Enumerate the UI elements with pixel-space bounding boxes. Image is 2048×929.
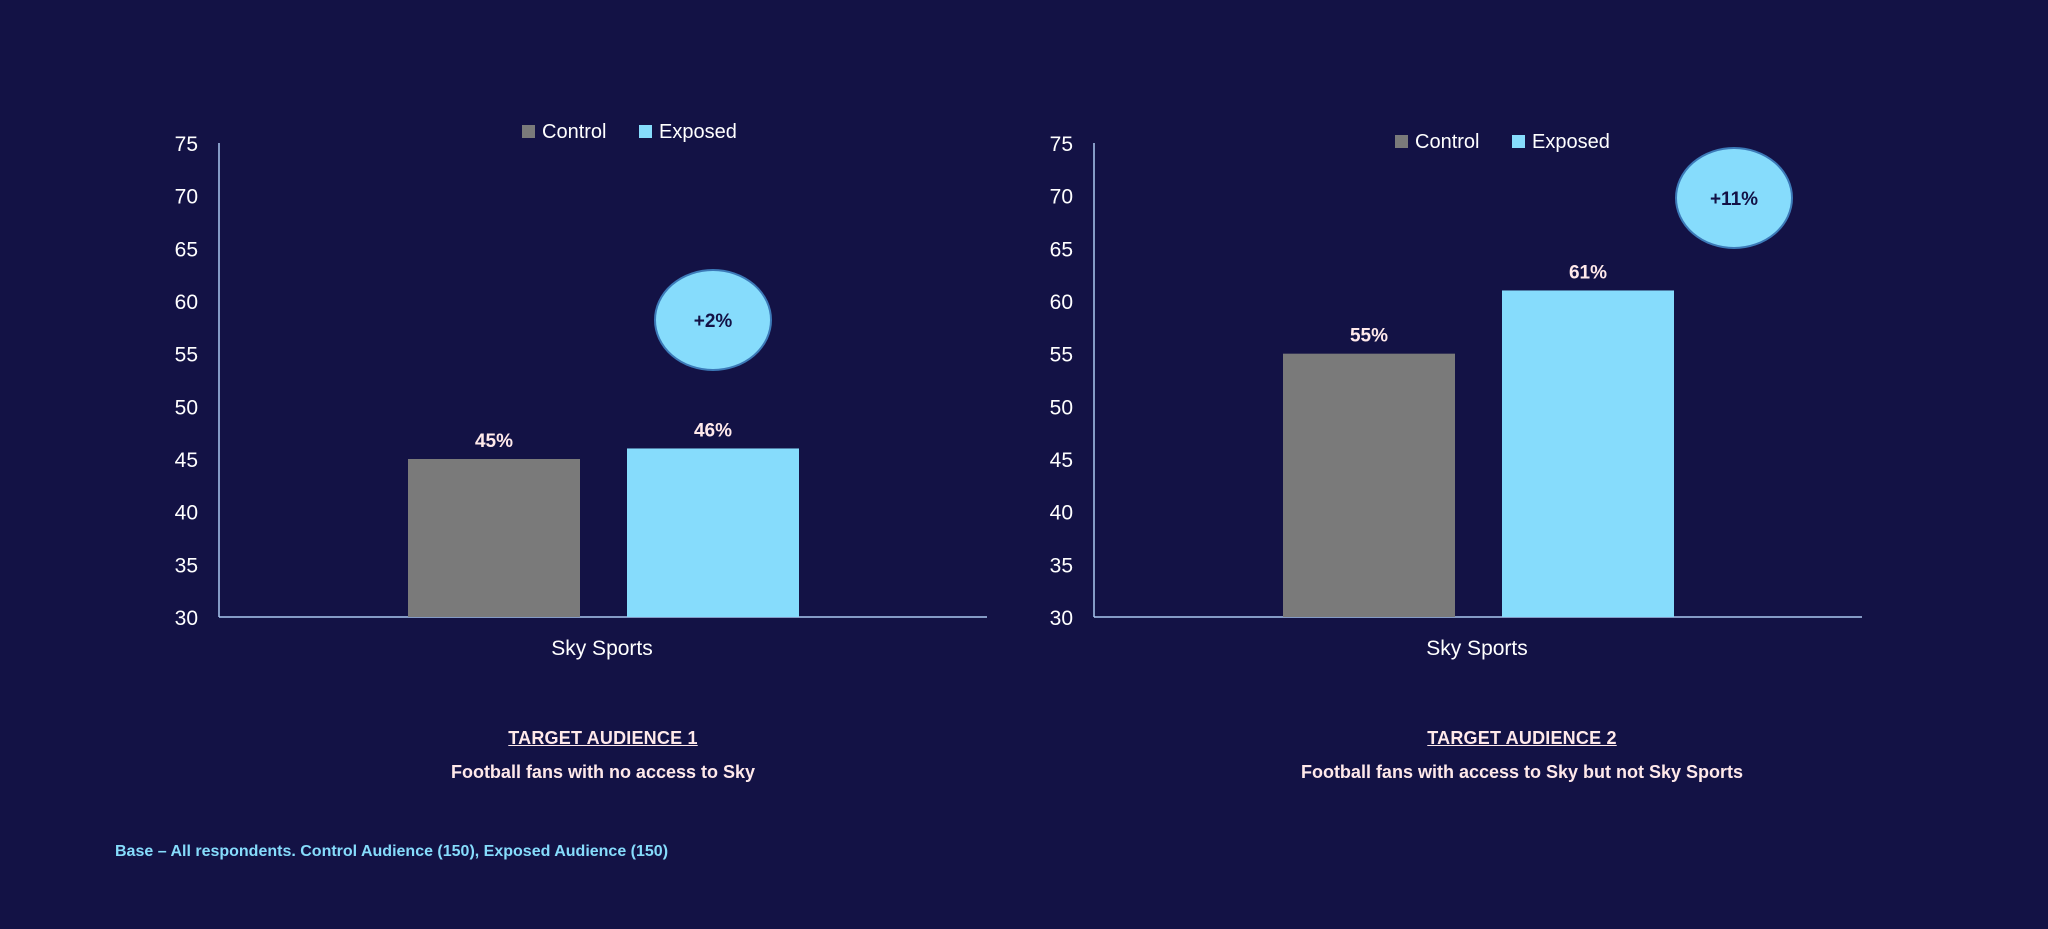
base-footnote: Base – All respondents. Control Audience… [115, 843, 669, 860]
chart-panel-2: 30 35 40 45 50 55 60 65 70 75 Sky Sports 55% 61% Cont… [1050, 131, 1862, 660]
legend-swatch-exposed [639, 125, 652, 138]
y-tick-label: 35 [1050, 554, 1073, 577]
y-tick-label: 40 [175, 502, 198, 525]
bar-control [1283, 353, 1455, 617]
y-tick-label: 60 [1050, 291, 1073, 314]
legend-swatch-exposed [1512, 135, 1525, 148]
data-label-exposed: 61% [1569, 262, 1607, 283]
data-label-exposed: 46% [694, 420, 732, 441]
legend-swatch-control [1395, 135, 1408, 148]
y-tick-label: 75 [1050, 133, 1073, 156]
y-tick-label: 75 [175, 133, 198, 156]
legend-label-exposed: Exposed [1532, 131, 1610, 153]
uplift-bubble [1675, 147, 1793, 249]
caption-audience-1: TARGET AUDIENCE 1 Football fans with no … [253, 728, 953, 783]
x-category-label: Sky Sports [1426, 637, 1528, 660]
y-tick-label: 65 [1050, 238, 1073, 261]
y-tick-label: 40 [1050, 502, 1073, 525]
y-tick-label: 60 [175, 291, 198, 314]
y-tick-label: 50 [175, 396, 198, 419]
y-tick-label: 30 [1050, 607, 1073, 630]
legend-label-control: Control [1415, 131, 1479, 153]
data-label-control: 45% [475, 431, 513, 452]
bar-exposed [627, 448, 799, 617]
uplift-label: +11% [1710, 189, 1758, 210]
y-tick-label: 70 [175, 186, 198, 209]
caption-title: TARGET AUDIENCE 1 [508, 728, 698, 748]
y-tick-label: 55 [175, 344, 198, 367]
y-tick-label: 65 [175, 238, 198, 261]
caption-subtitle: Football fans with access to Sky but not… [1300, 762, 1744, 782]
y-tick-label: 50 [1050, 396, 1073, 419]
caption-audience-2: TARGET AUDIENCE 2 Football fans with acc… [1172, 728, 1872, 783]
bar-exposed [1502, 290, 1674, 617]
x-category-label: Sky Sports [551, 637, 653, 660]
y-tick-label: 70 [1050, 186, 1073, 209]
y-tick-label: 55 [1050, 344, 1073, 367]
y-tick-label: 45 [175, 449, 198, 472]
y-tick-label: 35 [175, 554, 198, 577]
caption-title: TARGET AUDIENCE 2 [1427, 728, 1617, 748]
caption-subtitle: Football fans with no access to Sky [450, 762, 756, 782]
legend-label-exposed: Exposed [659, 121, 737, 143]
legend-swatch-control [522, 125, 535, 138]
chart-panel-1: 30 35 40 45 50 55 60 65 70 75 Sky Sports 45% 46% Cont… [175, 121, 987, 660]
uplift-label: +2% [694, 311, 733, 332]
y-tick-label: 30 [175, 607, 198, 630]
legend-label-control: Control [542, 121, 606, 143]
data-label-control: 55% [1350, 326, 1388, 347]
uplift-bubble [654, 269, 772, 371]
bar-control [408, 459, 580, 617]
y-tick-label: 45 [1050, 449, 1073, 472]
